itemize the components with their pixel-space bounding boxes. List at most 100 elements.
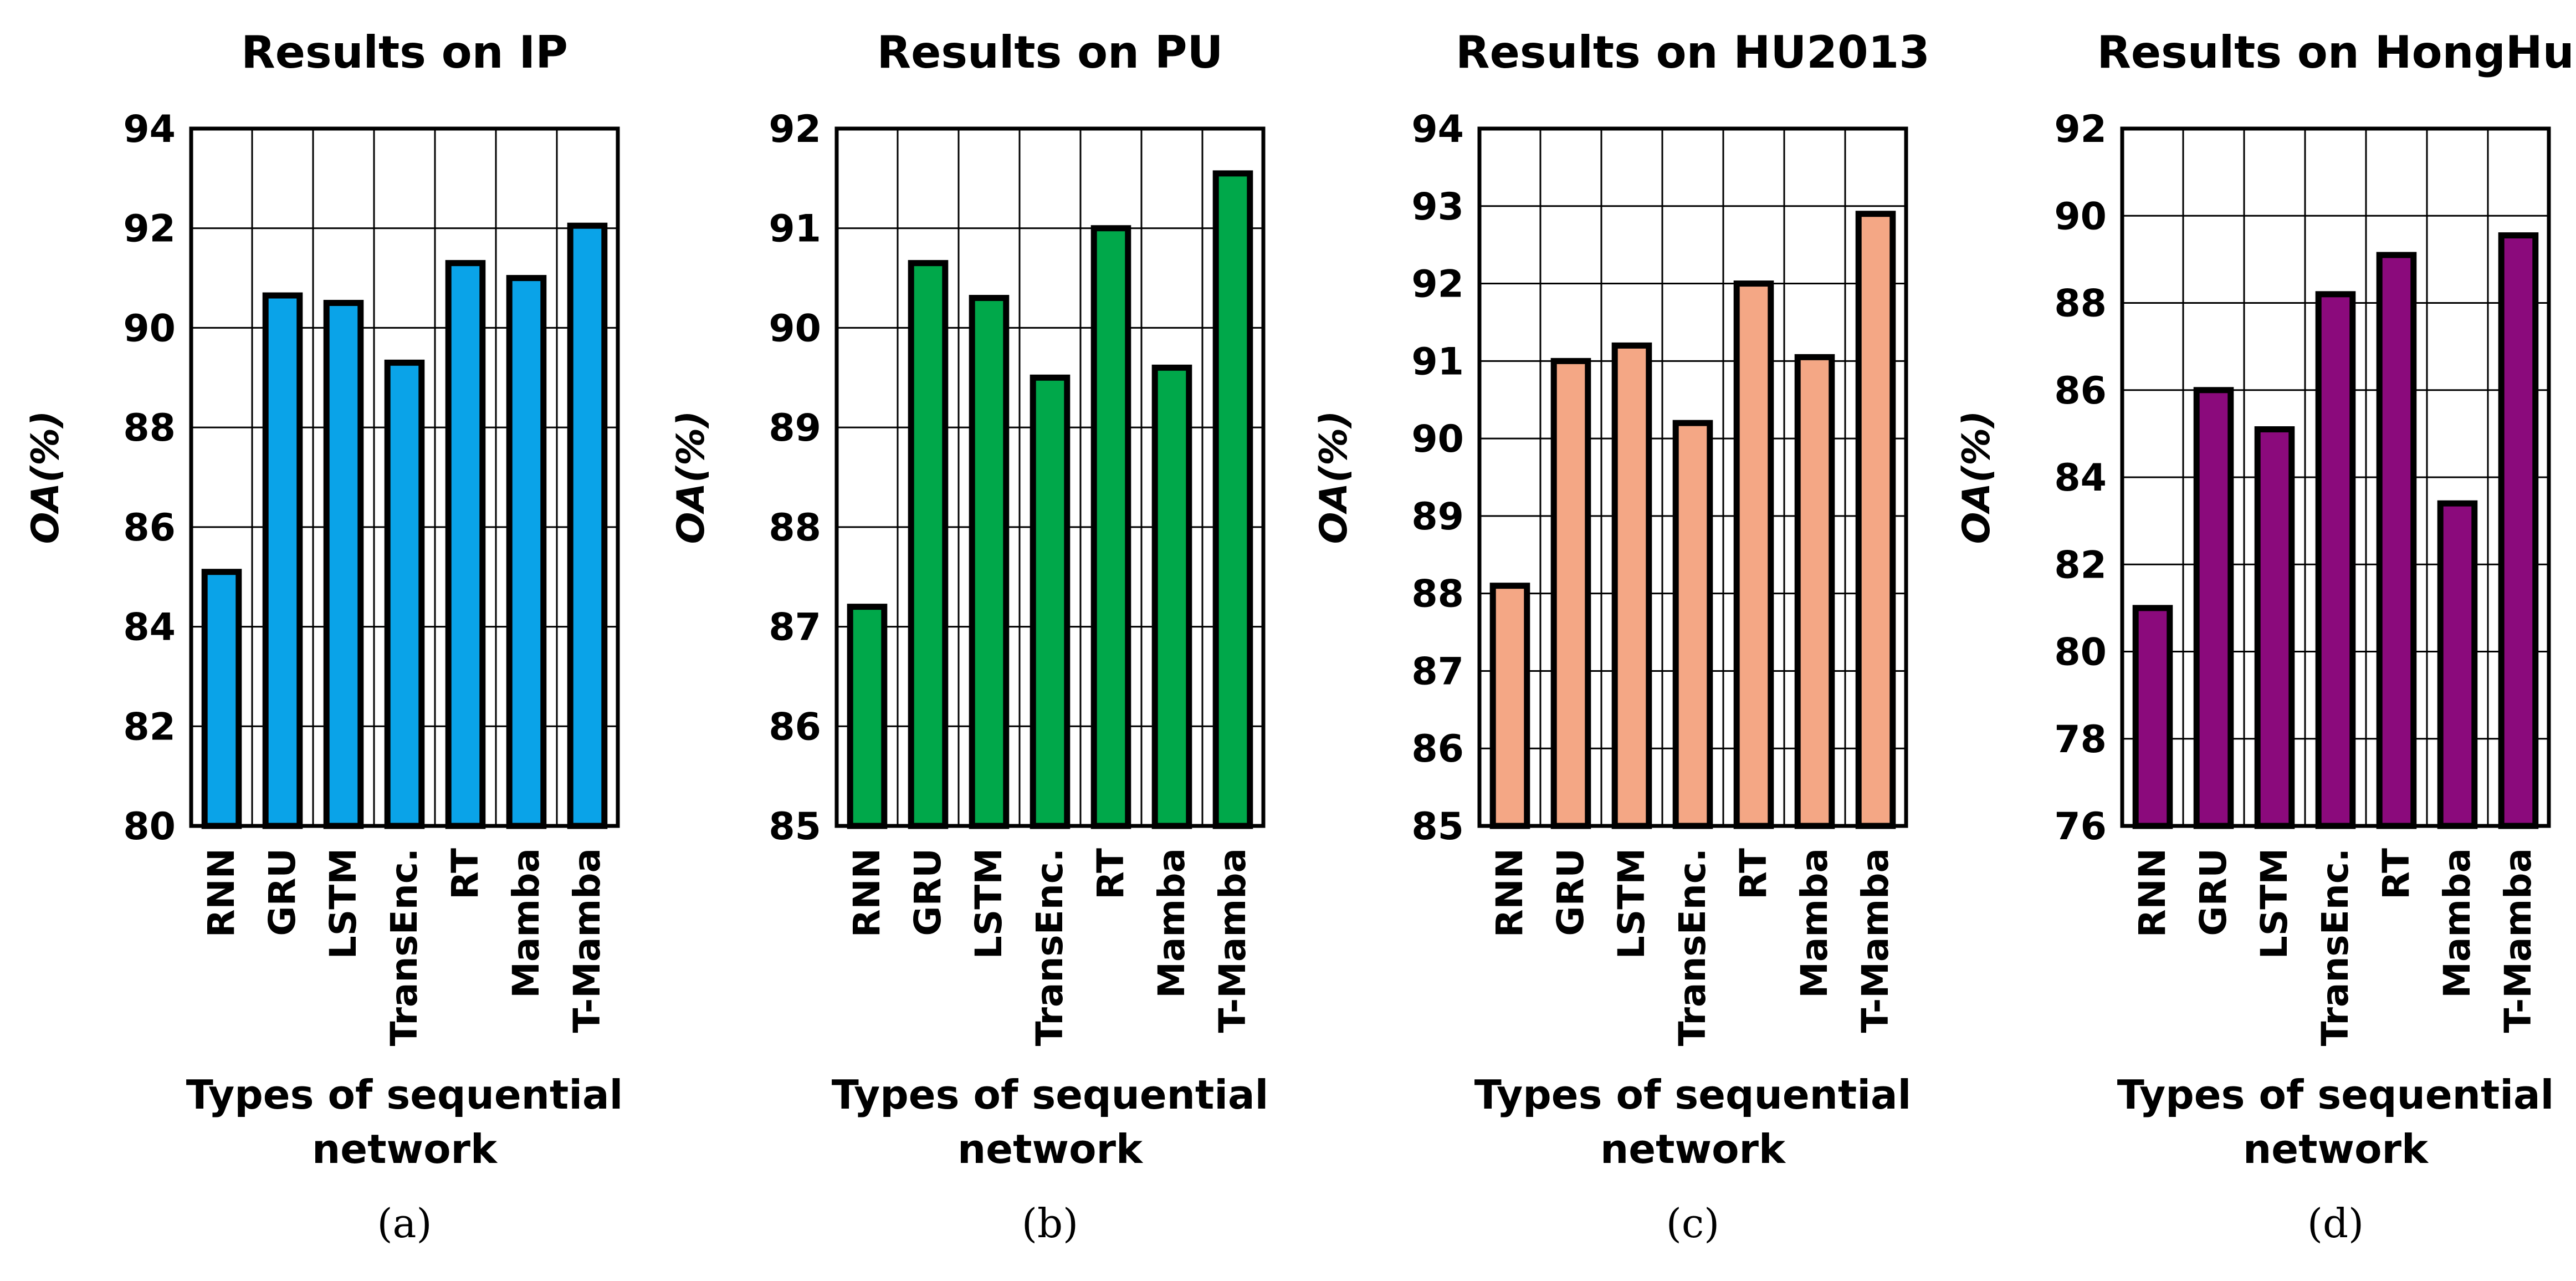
x-tick-label: GRU bbox=[261, 848, 304, 936]
x-tick-label: TransEnc. bbox=[1671, 848, 1714, 1046]
y-axis-label: OA(%) bbox=[24, 411, 68, 544]
y-tick-label: 80 bbox=[123, 805, 176, 849]
x-tick-label: RT bbox=[1089, 848, 1132, 900]
bar-lstm bbox=[969, 295, 1010, 829]
x-tick-label: RNN bbox=[200, 848, 243, 937]
y-tick-label: 88 bbox=[123, 406, 176, 450]
chart-title: Results on IP bbox=[241, 27, 568, 78]
y-tick-label: 82 bbox=[123, 705, 176, 749]
x-tick-label: TransEnc. bbox=[1028, 848, 1071, 1046]
chart-panel-4: Results on HongHu 76 78 80 82 84 86 88 90 92 OA(%)… bbox=[1955, 27, 2574, 1247]
x-tick-label: Mamba bbox=[1150, 848, 1193, 998]
bar-lstm bbox=[1611, 342, 1652, 829]
y-tick-label: 92 bbox=[1411, 263, 1464, 307]
bar-t-mamba bbox=[1212, 170, 1253, 829]
bar-gru bbox=[2193, 387, 2234, 829]
y-tick-label: 76 bbox=[2054, 805, 2107, 849]
y-tick-label: 89 bbox=[769, 406, 821, 450]
x-axis-label: network bbox=[957, 1126, 1144, 1172]
x-tick-label: RNN bbox=[846, 848, 888, 937]
x-tick-label: RT bbox=[444, 848, 486, 900]
bar-gru bbox=[1550, 358, 1591, 829]
bar-rt bbox=[2376, 252, 2417, 829]
plot-frame bbox=[2120, 126, 2551, 828]
y-tick-label: 87 bbox=[769, 606, 821, 650]
bar-mamba bbox=[1151, 364, 1192, 829]
y-tick-label: 90 bbox=[123, 307, 176, 350]
bar-t-mamba bbox=[1855, 211, 1896, 829]
plot-frame bbox=[1477, 126, 1908, 828]
x-axis-label: network bbox=[312, 1126, 498, 1172]
bar-transenc- bbox=[1030, 374, 1071, 829]
x-tick-label: T-Mamba bbox=[2497, 848, 2539, 1033]
x-tick-label: RT bbox=[2375, 848, 2418, 900]
bar-rt bbox=[1733, 280, 1774, 829]
x-axis-label: network bbox=[2243, 1126, 2429, 1172]
bar-mamba bbox=[1794, 354, 1835, 829]
chart-panel-1: Results on IP 80 82 84 86 88 90 92 94 OA(%) RNN GRU… bbox=[24, 27, 623, 1247]
y-tick-label: 88 bbox=[1411, 573, 1464, 616]
bar-gru bbox=[262, 292, 303, 829]
y-tick-label: 85 bbox=[1411, 805, 1464, 849]
y-tick-label: 85 bbox=[769, 805, 821, 849]
y-tick-label: 86 bbox=[1411, 727, 1464, 771]
y-tick-label: 80 bbox=[2054, 631, 2107, 675]
bar-transenc- bbox=[2315, 291, 2356, 829]
x-tick-label: LSTM bbox=[322, 848, 365, 959]
y-tick-label: 78 bbox=[2054, 718, 2107, 762]
x-tick-label: LSTM bbox=[2253, 848, 2296, 959]
y-tick-label: 86 bbox=[769, 705, 821, 749]
x-tick-label: GRU bbox=[2192, 848, 2235, 936]
y-tick-label: 82 bbox=[2054, 543, 2107, 587]
y-tick-label: 88 bbox=[2054, 282, 2107, 326]
x-tick-label: Mamba bbox=[2436, 848, 2478, 998]
y-tick-label: 84 bbox=[2054, 456, 2107, 500]
y-tick-label: 92 bbox=[769, 108, 821, 151]
x-tick-label: TransEnc. bbox=[2314, 848, 2357, 1046]
y-tick-label: 87 bbox=[1411, 650, 1464, 693]
y-tick-label: 89 bbox=[1411, 495, 1464, 539]
x-tick-label: T-Mamba bbox=[1854, 848, 1897, 1033]
panel-caption: (a) bbox=[377, 1200, 432, 1247]
y-tick-label: 94 bbox=[1411, 108, 1464, 151]
plot-frame bbox=[189, 126, 620, 828]
x-axis-label: Types of sequential bbox=[186, 1071, 623, 1118]
y-tick-label: 90 bbox=[769, 307, 821, 350]
plot-frame bbox=[834, 126, 1266, 828]
bar-t-mamba bbox=[2498, 232, 2539, 829]
bar-rnn bbox=[2132, 605, 2173, 829]
bar-rt bbox=[445, 260, 486, 829]
x-tick-label: T-Mamba bbox=[566, 848, 608, 1033]
y-tick-label: 92 bbox=[2054, 108, 2107, 151]
bar-rnn bbox=[1489, 583, 1530, 829]
bar-lstm bbox=[323, 300, 364, 829]
x-axis-label: Types of sequential bbox=[2117, 1071, 2554, 1118]
x-tick-label: TransEnc. bbox=[383, 848, 426, 1046]
chart-panel-3: Results on HU2013 85 86 87 88 89 90 91 92 93 94 OA(… bbox=[1312, 27, 1930, 1247]
x-tick-label: LSTM bbox=[967, 848, 1010, 959]
bar-transenc- bbox=[384, 359, 425, 829]
panel-caption: (c) bbox=[1666, 1200, 1720, 1247]
x-tick-label: RNN bbox=[1488, 848, 1531, 937]
x-tick-label: T-Mamba bbox=[1211, 848, 1254, 1033]
panel-caption: (d) bbox=[2307, 1200, 2364, 1247]
bar-mamba bbox=[506, 275, 547, 829]
y-tick-label: 92 bbox=[123, 207, 176, 251]
chart-title: Results on HongHu bbox=[2097, 27, 2574, 78]
chart-title: Results on PU bbox=[877, 27, 1223, 78]
y-tick-label: 90 bbox=[1411, 417, 1464, 461]
y-tick-label: 94 bbox=[123, 108, 176, 151]
y-tick-label: 91 bbox=[769, 207, 821, 251]
bar-rt bbox=[1090, 225, 1131, 829]
y-tick-label: 86 bbox=[2054, 369, 2107, 413]
x-axis-label: network bbox=[1600, 1126, 1786, 1172]
y-axis-label: OA(%) bbox=[1312, 411, 1356, 544]
y-tick-label: 91 bbox=[1411, 340, 1464, 384]
chart-panel-2: Results on PU 85 86 87 88 89 90 91 92 OA(%) RNN GRU… bbox=[669, 27, 1268, 1247]
y-axis-label: OA(%) bbox=[669, 411, 713, 544]
x-axis-label: Types of sequential bbox=[832, 1071, 1269, 1118]
x-tick-label: LSTM bbox=[1610, 848, 1653, 959]
x-axis-label: Types of sequential bbox=[1474, 1071, 1912, 1118]
x-tick-label: GRU bbox=[907, 848, 949, 936]
